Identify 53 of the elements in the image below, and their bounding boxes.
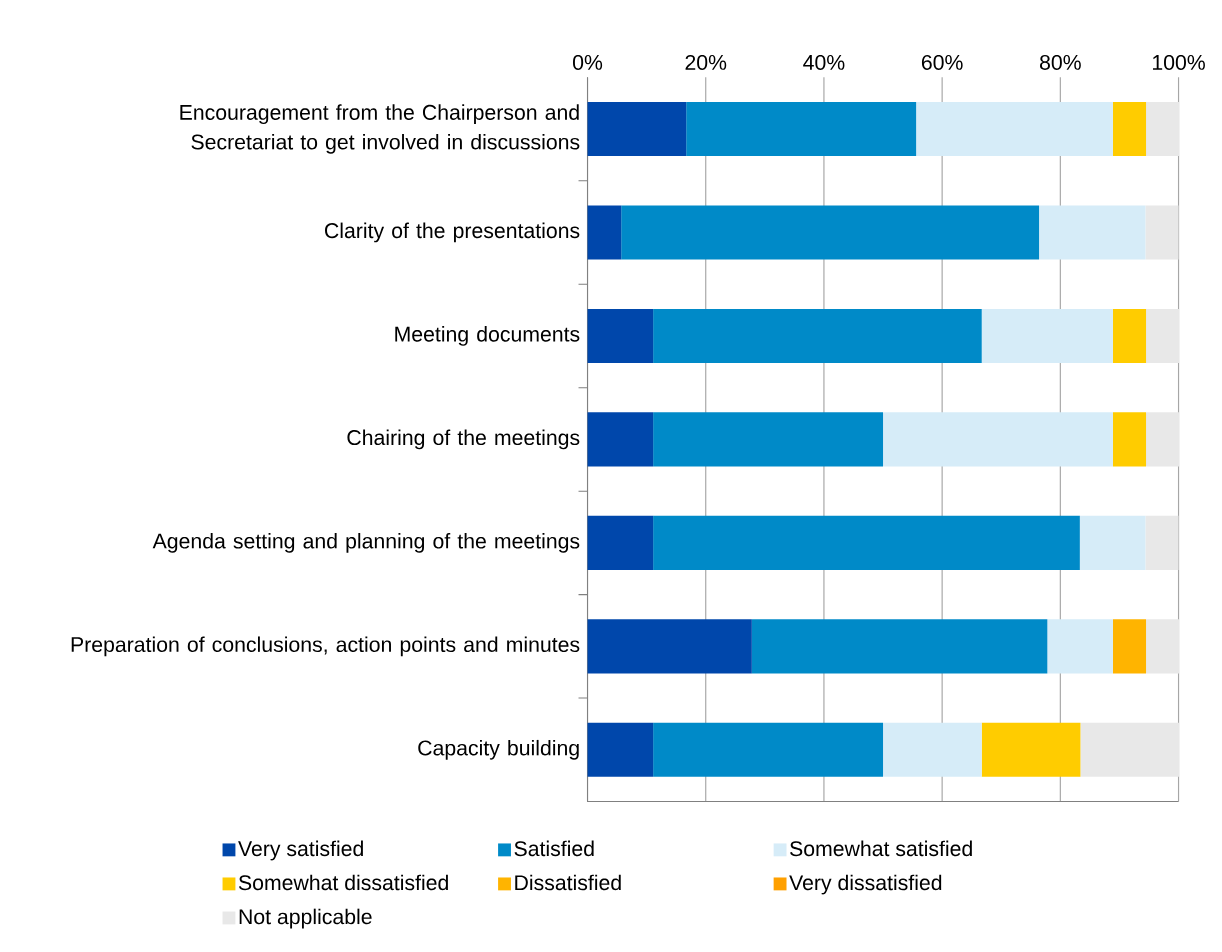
bar: [587, 101, 687, 156]
bar: [653, 412, 884, 467]
bar: [653, 722, 884, 777]
bar: [621, 205, 1040, 260]
bar: [1146, 619, 1180, 674]
x-tick-label: 20%: [685, 54, 727, 70]
legend-label: Somewhat dissatisfied: [238, 874, 448, 891]
bar: [587, 619, 752, 674]
bar: [1145, 205, 1179, 260]
bar: [587, 308, 654, 363]
x-tick-label: 60%: [921, 54, 963, 70]
bar: [587, 205, 622, 260]
bar: [587, 412, 654, 467]
bar: [1080, 722, 1180, 777]
bar: [1112, 412, 1147, 467]
y-tick-label: Preparation of conclusions, action points and minutes: [71, 636, 580, 657]
bar: [1145, 515, 1179, 570]
bar: [981, 308, 1113, 363]
y-tick-label: Clarity of the presentations: [325, 222, 580, 243]
legend-label: Dissatisfied: [515, 874, 621, 891]
x-tick-label: 100%: [1152, 54, 1205, 70]
bar: [1047, 619, 1113, 674]
legend-label: Very satisfied: [238, 840, 363, 861]
bar: [1112, 308, 1147, 363]
bar: [653, 308, 982, 363]
bar: [1112, 619, 1147, 674]
bar: [981, 722, 1081, 777]
bar: [686, 101, 917, 156]
bar: [1112, 101, 1147, 156]
x-tick-label: 80%: [1040, 54, 1081, 70]
bar: [587, 722, 654, 777]
bar: [587, 515, 654, 570]
bar: [883, 722, 982, 777]
legend-label: Very dissatisfied: [789, 874, 942, 895]
x-tick-label: 0%: [573, 54, 603, 70]
legend-label: Not applicable: [239, 908, 372, 929]
legend-label: Somewhat satisfied: [790, 840, 972, 857]
bar: [1146, 412, 1180, 467]
bar: [1079, 515, 1146, 570]
bar: [1039, 205, 1146, 260]
legend-label: Satisfied: [514, 840, 594, 857]
y-tick-label: Agenda setting and planning of the meetings: [152, 532, 580, 553]
y-tick-label: Encouragement from the Chairperson and Secretariat to get involved in discussions: [180, 104, 580, 154]
y-tick-label: Chairing of the meetings: [347, 429, 580, 450]
bar: [653, 515, 1080, 570]
x-tick-label: 40%: [803, 54, 845, 70]
y-tick-label: Meeting documents: [395, 325, 580, 346]
y-tick-label: Capacity building: [418, 739, 579, 760]
bar: [751, 619, 1048, 674]
bar: [1146, 101, 1180, 156]
bar: [916, 101, 1113, 156]
bar: [883, 412, 1113, 467]
bar: [1146, 308, 1180, 363]
